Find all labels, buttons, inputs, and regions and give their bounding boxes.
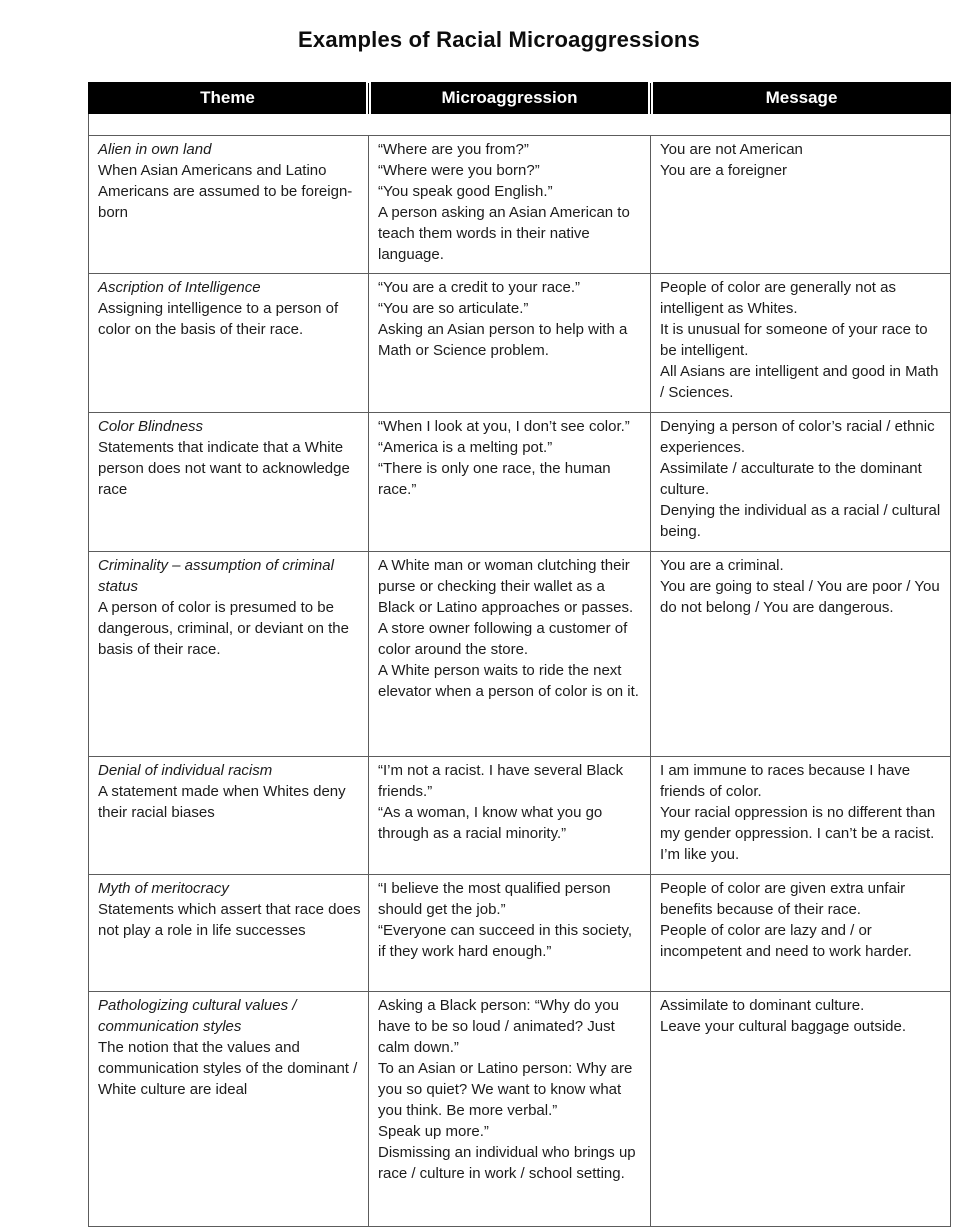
microaggression-item: To an Asian or Latino person: Why are yo…: [378, 1060, 633, 1119]
message-item: You are a criminal.: [660, 557, 784, 574]
microaggression-item: “You are so articulate.”: [378, 300, 529, 317]
theme-description: A person of color is presumed to be dang…: [98, 599, 349, 658]
message-item: You are going to steal / You are poor / …: [660, 578, 940, 616]
message-item: Your racial oppression is no different t…: [660, 804, 936, 863]
microaggression-item: “When I look at you, I don’t see color.”: [378, 418, 630, 435]
message-item: Denying the individual as a racial / cul…: [660, 502, 941, 540]
table-row: Color Blindness Statements that indicate…: [88, 412, 951, 552]
theme-title: Color Blindness: [98, 418, 204, 435]
table-body: Alien in own land When Asian Americans a…: [88, 135, 951, 1227]
theme-cell: Alien in own land When Asian Americans a…: [88, 135, 369, 274]
message-item: You are a foreigner: [660, 162, 788, 179]
theme-title: Pathologizing cultural values / communic…: [98, 997, 297, 1035]
message-cell: I am immune to races because I have frie…: [650, 756, 951, 875]
microaggression-item: Speak up more.”: [378, 1123, 489, 1140]
microaggression-item: A store owner following a customer of co…: [378, 620, 628, 658]
message-cell: Assimilate to dominant culture. Leave you…: [650, 991, 951, 1227]
table-row: Ascription of Intelligence Assigning int…: [88, 273, 951, 413]
theme-cell: Pathologizing cultural values / communic…: [88, 991, 369, 1227]
microaggression-item: A White man or woman clutching their pur…: [378, 557, 634, 616]
theme-title: Criminality – assumption of criminal sta…: [98, 557, 334, 595]
spacer-cell: [88, 113, 951, 136]
column-header-message: Message: [648, 82, 951, 114]
message-item: Assimilate / acculturate to the dominant…: [660, 460, 922, 498]
column-header-theme: Theme: [88, 82, 369, 114]
microaggression-cell: “Where are you from?” “Where were you bor…: [368, 135, 651, 274]
message-item: People of color are lazy and / or incomp…: [660, 922, 912, 960]
message-item: Leave your cultural baggage outside.: [660, 1018, 907, 1035]
table-header: Theme Microaggression Message: [88, 82, 951, 136]
microaggression-item: “I’m not a racist. I have several Black …: [378, 762, 624, 800]
theme-cell: Criminality – assumption of criminal sta…: [88, 551, 369, 757]
microaggression-item: Asking an Asian person to help with a Ma…: [378, 321, 628, 359]
theme-description: The notion that the values and communica…: [98, 1039, 358, 1098]
microaggression-item: “Where are you from?”: [378, 141, 529, 158]
theme-description: A statement made when Whites deny their …: [98, 783, 346, 821]
table-row: Denial of individual racism A statement …: [88, 756, 951, 875]
message-item: All Asians are intelligent and good in M…: [660, 363, 939, 401]
theme-description: Statements which assert that race does n…: [98, 901, 361, 939]
microaggression-item: “You are a credit to your race.”: [378, 279, 581, 296]
microaggression-item: “There is only one race, the human race.…: [378, 460, 611, 498]
theme-title: Denial of individual racism: [98, 762, 273, 779]
message-cell: You are not American You are a foreigner: [650, 135, 951, 274]
theme-title: Alien in own land: [98, 141, 212, 158]
table-row: Alien in own land When Asian Americans a…: [88, 135, 951, 274]
theme-description: Statements that indicate that a White pe…: [98, 439, 350, 498]
microaggression-item: “You speak good English.”: [378, 183, 553, 200]
microaggression-item: “Where were you born?”: [378, 162, 540, 179]
microaggression-item: “I believe the most qualified person sho…: [378, 880, 611, 918]
message-item: Assimilate to dominant culture.: [660, 997, 865, 1014]
microaggression-cell: “You are a credit to your race.” “You are…: [368, 273, 651, 413]
microaggressions-table: Theme Microaggression Message Alien in o…: [88, 82, 951, 1227]
theme-title: Ascription of Intelligence: [98, 279, 261, 296]
message-cell: Denying a person of color’s racial / eth…: [650, 412, 951, 552]
theme-cell: Ascription of Intelligence Assigning int…: [88, 273, 369, 413]
table-row: Pathologizing cultural values / communic…: [88, 991, 951, 1227]
theme-description: When Asian Americans and Latino American…: [98, 162, 353, 221]
microaggression-item: “Everyone can succeed in this society, i…: [378, 922, 633, 960]
microaggression-item: “America is a melting pot.”: [378, 439, 553, 456]
theme-description: Assigning intelligence to a person of co…: [98, 300, 339, 338]
spacer-row: [88, 113, 951, 136]
microaggression-item: A White person waits to ride the next el…: [378, 662, 639, 700]
theme-cell: Denial of individual racism A statement …: [88, 756, 369, 875]
microaggression-cell: Asking a Black person: “Why do you have …: [368, 991, 651, 1227]
message-item: People of color are given extra unfair b…: [660, 880, 906, 918]
message-item: I am immune to races because I have frie…: [660, 762, 911, 800]
message-item: It is unusual for someone of your race t…: [660, 321, 928, 359]
microaggression-cell: A White man or woman clutching their pur…: [368, 551, 651, 757]
message-cell: People of color are given extra unfair b…: [650, 874, 951, 992]
page-title: Examples of Racial Microaggressions: [298, 27, 700, 52]
microaggression-item: Asking a Black person: “Why do you have …: [378, 997, 619, 1056]
theme-title: Myth of meritocracy: [98, 880, 229, 897]
header-row: Theme Microaggression Message: [88, 82, 951, 114]
microaggression-cell: “When I look at you, I don’t see color.”…: [368, 412, 651, 552]
message-item: People of color are generally not as int…: [660, 279, 896, 317]
microaggression-item: Dismissing an individual who brings up r…: [378, 1144, 636, 1182]
message-item: You are not American: [660, 141, 803, 158]
message-cell: People of color are generally not as int…: [650, 273, 951, 413]
microaggression-item: “As a woman, I know what you go through …: [378, 804, 603, 842]
microaggression-cell: “I believe the most qualified person sho…: [368, 874, 651, 992]
theme-cell: Myth of meritocracy Statements which ass…: [88, 874, 369, 992]
microaggression-cell: “I’m not a racist. I have several Black …: [368, 756, 651, 875]
document-page: Examples of Racial Microaggressions Them…: [88, 27, 951, 1227]
message-item: Denying a person of color’s racial / eth…: [660, 418, 935, 456]
theme-cell: Color Blindness Statements that indicate…: [88, 412, 369, 552]
table-row: Myth of meritocracy Statements which ass…: [88, 874, 951, 992]
message-cell: You are a criminal. You are going to stea…: [650, 551, 951, 757]
column-header-microaggression: Microaggression: [366, 82, 651, 114]
table-row: Criminality – assumption of criminal sta…: [88, 551, 951, 757]
microaggression-item: A person asking an Asian American to tea…: [378, 204, 630, 263]
